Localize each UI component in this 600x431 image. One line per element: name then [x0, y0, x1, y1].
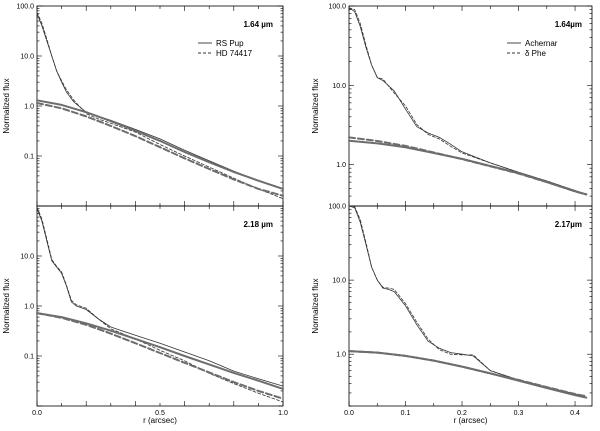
y-tick-label: 1.0	[24, 304, 34, 311]
legend-label: δ Phe	[525, 49, 546, 58]
x-tick-label: 0.5	[155, 410, 165, 417]
series-line--phe-thick	[348, 136, 588, 196]
series-line--phe-thin	[348, 7, 587, 195]
y-tick-label: 100.0	[16, 4, 34, 11]
y-tick-label: 100.0	[328, 204, 346, 211]
y-axis-label: Normalized flux	[2, 78, 11, 133]
x-axis-label: r (arcsec)	[143, 416, 177, 425]
y-tick-label: 100.0	[328, 4, 346, 11]
legend-label: HD 74417	[216, 49, 253, 58]
y-axis-label: Normalized flux	[2, 278, 11, 333]
wavelength-label: 1.64 µm	[243, 20, 273, 29]
wavelength-label: 2.18 µm	[243, 220, 273, 229]
y-axis-label: Normalized flux	[311, 78, 320, 133]
series-line-hd-74417-thin	[36, 11, 284, 200]
series-line-achernar-thin	[348, 7, 587, 195]
y-tick-label: 10.0	[332, 278, 346, 285]
series-line-hd-74417-thick	[36, 102, 284, 197]
y-tick-label: 10.0	[332, 83, 346, 90]
series-line-achernar-thick	[348, 139, 588, 196]
plot-frame	[348, 205, 593, 407]
series-line-achernar-thick	[348, 350, 588, 399]
series-line-rs-pup-thin	[36, 207, 284, 387]
y-tick-label: 1.0	[24, 104, 34, 111]
series-line-rs-pup-thick	[36, 312, 284, 390]
y-tick-label: 1.0	[336, 162, 346, 169]
legend-label: Achernar	[525, 39, 558, 48]
y-tick-label: 0.1	[24, 354, 34, 361]
x-tick-label: 0.1	[401, 410, 411, 417]
y-tick-label: 0.1	[24, 154, 34, 161]
y-axis-label: Normalized flux	[311, 278, 320, 333]
series-line-hd-74417-thick	[36, 312, 284, 400]
series-line-rs-pup-thin	[36, 13, 284, 190]
x-tick-label: 0.4	[570, 410, 580, 417]
panel-right-bottom: 100.0 10.0 1.0 0.0 0.1 0.2 0.3 0.4 2.17µm Normali…	[311, 204, 593, 425]
legend-label: RS Pup	[216, 39, 244, 48]
x-tick-label: 1.0	[278, 410, 288, 417]
series-line-rs-pup-thick	[36, 99, 284, 190]
x-axis-label: r (arcsec)	[454, 416, 488, 425]
y-tick-label: 10.0	[20, 254, 34, 261]
panel-left-bottom: 10.0 1.0 0.1 0.0 0.5 1.0 2.18 µm Normalized flu…	[2, 205, 288, 425]
y-tick-label: 10.0	[20, 54, 34, 61]
series-line--phe-thick	[348, 350, 588, 398]
wavelength-label: 1.64µm	[555, 20, 582, 29]
x-tick-label: 0.0	[344, 410, 354, 417]
x-tick-label: 0.3	[514, 410, 524, 417]
series-line-hd-74417-thin	[36, 206, 284, 403]
x-tick-label: 0.0	[32, 410, 42, 417]
plot-frame	[348, 5, 593, 207]
wavelength-label: 2.17µm	[555, 220, 582, 229]
x-tick-label: 0.2	[457, 410, 467, 417]
y-tick-label: 1.0	[336, 352, 346, 359]
